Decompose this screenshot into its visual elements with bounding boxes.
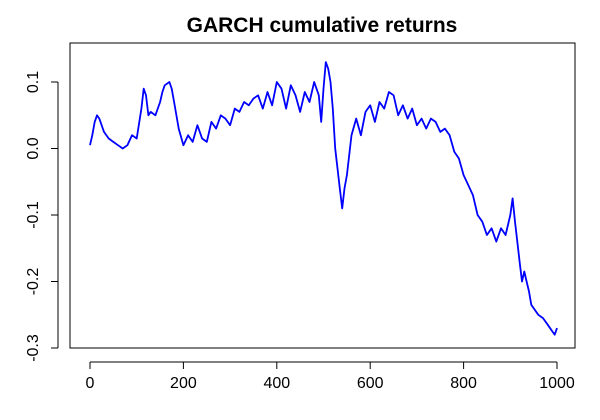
- x-axis: 0 200 400 600 800 1000: [86, 361, 575, 392]
- x-tick-label: 600: [357, 375, 384, 392]
- x-tick-label: 800: [450, 375, 477, 392]
- y-axis: -0.3 -0.2 -0.1 0.0 0.1: [25, 71, 59, 362]
- x-tick-label: 400: [263, 375, 290, 392]
- y-tick-label: 0.0: [25, 137, 42, 159]
- y-tick-label: -0.1: [25, 201, 42, 229]
- y-tick-label: -0.3: [25, 334, 42, 362]
- x-tick-label: 0: [86, 375, 95, 392]
- y-tick-label: 0.1: [25, 71, 42, 93]
- series-line: [89, 61, 558, 336]
- plot-frame: [69, 42, 576, 349]
- y-tick-label: -0.2: [25, 268, 42, 296]
- chart-title: GARCH cumulative returns: [187, 14, 458, 37]
- series-layer: [89, 61, 558, 336]
- x-tick-label: 1000: [539, 375, 575, 392]
- x-tick-label: 200: [170, 375, 197, 392]
